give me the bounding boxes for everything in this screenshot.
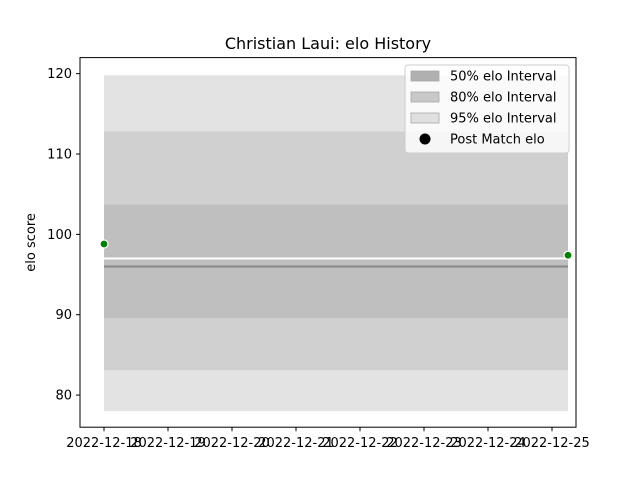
x-tick-label: 2022-12-20	[194, 436, 270, 451]
data-points	[99, 239, 573, 260]
post-match-elo-point	[563, 250, 573, 260]
legend: 50% elo Interval 80% elo Interval 95% elo …	[404, 64, 570, 154]
x-tick-label: 2022-12-19	[130, 436, 206, 451]
x-tick-label: 2022-12-24	[450, 436, 526, 451]
legend-label: Post Match elo	[450, 133, 545, 148]
interval-band-2	[104, 204, 568, 318]
legend-swatch	[410, 112, 440, 124]
y-axis-label: elo score	[24, 213, 39, 272]
post-match-elo-point	[99, 239, 109, 249]
y-tick-label: 100	[47, 228, 72, 243]
legend-swatch	[410, 91, 440, 103]
x-tick-label: 2022-12-18	[66, 436, 142, 451]
y-tick-label: 80	[55, 389, 72, 404]
x-tick-label: 2022-12-25	[514, 436, 590, 451]
chart-title: Christian Laui: elo History	[225, 34, 431, 53]
legend-box	[404, 64, 570, 154]
legend-label: 80% elo Interval	[450, 91, 557, 106]
y-tick-label: 110	[47, 148, 72, 163]
y-axis: 80 90 100 110 120	[47, 67, 80, 404]
reference-lines	[104, 257, 568, 268]
legend-swatch	[410, 70, 440, 82]
legend-label: 50% elo Interval	[450, 70, 557, 85]
plot-frame	[79, 57, 577, 428]
y-tick-label: 90	[55, 308, 72, 323]
legend-label: 95% elo Interval	[450, 112, 557, 127]
x-tick-label: 2022-12-23	[386, 436, 462, 451]
legend-marker	[419, 133, 431, 145]
x-tick-label: 2022-12-21	[258, 436, 334, 451]
y-tick-label: 120	[47, 67, 72, 82]
x-tick-label: 2022-12-22	[322, 436, 398, 451]
x-axis: 2022-12-182022-12-192022-12-202022-12-21…	[66, 427, 590, 451]
